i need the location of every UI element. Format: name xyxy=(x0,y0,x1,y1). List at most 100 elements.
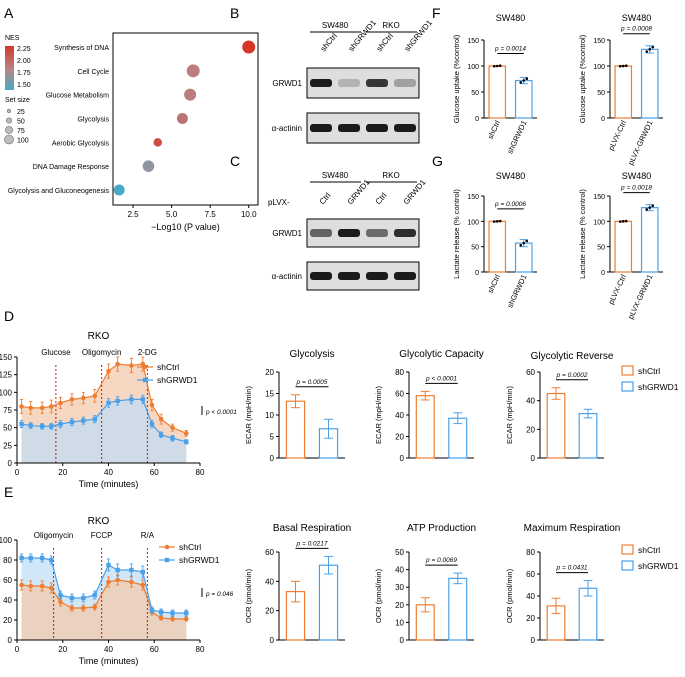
panel_c-band xyxy=(394,229,416,237)
D-reverse-ytick-label: 40 xyxy=(526,397,535,406)
E-time-annotation: p = 0.046 xyxy=(205,591,234,598)
panel_c-band xyxy=(366,272,388,280)
E-time-title: RKO xyxy=(88,516,110,527)
D-time-ytick-label: 50 xyxy=(3,424,12,433)
D-time-ytick-label: 75 xyxy=(3,406,12,415)
E-time-series-line xyxy=(21,557,187,614)
E-time-marker xyxy=(170,616,175,622)
panel_b-band xyxy=(338,124,360,132)
panel-a-category: Synthesis of DNA xyxy=(54,45,109,52)
E-time-legend-marker xyxy=(164,544,170,550)
F2-ytick-label: 50 xyxy=(597,90,605,97)
E-basal-ytick-label: 0 xyxy=(270,636,275,645)
panel-letter-b: B xyxy=(230,5,239,21)
size-legend-dot xyxy=(4,134,14,145)
D-time-injection-label: Oligomycin xyxy=(82,348,122,357)
nes-legend-value: 2.00 xyxy=(17,58,31,65)
D-time-marker xyxy=(49,404,54,409)
d-legend-kd: shGRWD1 xyxy=(638,382,679,392)
E-time-marker xyxy=(183,616,189,622)
panel-letter-a: A xyxy=(4,5,14,21)
D-time-marker xyxy=(69,397,75,402)
G2-bar xyxy=(640,207,659,273)
E-time-marker xyxy=(140,582,146,588)
G1-p-value: p = 0.0006 xyxy=(494,201,526,208)
E-atp-p-value: p = 0.0069 xyxy=(425,557,457,564)
D-glycolysis-ytick-label: 20 xyxy=(265,368,274,377)
nes-colorbar xyxy=(5,46,14,90)
E-time-marker xyxy=(115,567,120,573)
G2-category-label: pLVX-GRWD1 xyxy=(626,273,654,320)
E-time-marker xyxy=(19,555,24,561)
e-legend-swatch-kd xyxy=(621,560,634,571)
E-time-marker xyxy=(39,583,45,589)
panel_c-band xyxy=(338,229,360,237)
panel_c-group-label: SW480 xyxy=(322,171,349,180)
E-max-ytick-label: 80 xyxy=(526,548,535,557)
F2-dot xyxy=(648,48,652,51)
D-time-marker xyxy=(58,400,63,406)
E-time-ytick-label: 40 xyxy=(3,596,12,605)
D-time-marker xyxy=(184,439,189,444)
D-time-marker xyxy=(140,397,146,402)
E-time-marker xyxy=(58,599,63,605)
E-basal-ytick-label: 40 xyxy=(265,577,274,586)
panel_b-band xyxy=(366,79,388,87)
E-time-ytick-label: 60 xyxy=(3,576,12,585)
D-time-area xyxy=(21,399,187,463)
D-time-marker xyxy=(129,397,134,402)
panel-a-category: Glucose Metabolism xyxy=(46,93,110,100)
panel-letter-f: F xyxy=(432,5,441,21)
D-time-marker xyxy=(170,436,175,441)
E-time-marker xyxy=(92,592,97,598)
E-time-xtick-label: 80 xyxy=(196,645,205,654)
panel_b-band xyxy=(394,79,416,87)
E-time-marker xyxy=(19,582,24,588)
d-legend-ctrl: shCtrl xyxy=(638,366,660,376)
D-time-legend-marker xyxy=(142,364,148,370)
F2-ytick-label: 0 xyxy=(601,116,605,123)
D-reverse-title: Glycolytic Reverse xyxy=(531,351,614,362)
D-time-annotation: p < 0.0001 xyxy=(205,409,237,416)
F1-ylabel: Glucose uptake (%control) xyxy=(452,34,461,123)
E-time-marker xyxy=(92,604,98,610)
D-time-marker xyxy=(69,419,75,425)
panel-a-dot xyxy=(242,40,256,54)
F2-dot xyxy=(624,64,628,67)
D-capacity-ylabel: ECAR (mpH/min) xyxy=(374,386,383,444)
E-time-xtick-label: 40 xyxy=(104,645,113,654)
panel-letter-e: E xyxy=(4,484,13,500)
size-legend-value: 75 xyxy=(17,128,25,135)
panel_c-row-label: GRWD1 xyxy=(272,229,302,238)
F2-category-label: pLVX-Ctrl xyxy=(606,119,628,152)
D-reverse-bar xyxy=(546,392,566,459)
F2-title: SW480 xyxy=(622,13,652,23)
D-glycolysis-ytick-label: 15 xyxy=(265,390,274,399)
panel-a-category: DNA Damage Response xyxy=(33,164,109,171)
G2-dot xyxy=(651,204,655,208)
F1-title: SW480 xyxy=(496,13,526,23)
F2-dot xyxy=(645,50,649,53)
G2-dot xyxy=(648,206,652,209)
E-basal-ylabel: OCR (pmol/min) xyxy=(244,568,253,623)
F1-ytick-label: 0 xyxy=(475,116,479,123)
E-time-ytick-label: 20 xyxy=(3,616,12,625)
D-capacity-title: Glycolytic Capacity xyxy=(399,349,483,360)
E-atp-ytick-label: 0 xyxy=(400,636,405,645)
E-time-xlabel: Time (minutes) xyxy=(79,656,139,666)
D-time-ytick-label: 25 xyxy=(3,441,12,450)
panel-a-xtick-label: 7.5 xyxy=(205,210,217,219)
D-glycolysis-ylabel: ECAR (mpH/min) xyxy=(244,386,253,444)
D-time-legend-ctrl: shCtrl xyxy=(157,362,179,372)
D-time-marker xyxy=(92,416,97,422)
E-basal-title: Basal Respiration xyxy=(273,523,351,534)
E-time-ytick-label: 80 xyxy=(3,556,12,565)
D-time-legend-kd: shGRWD1 xyxy=(157,375,198,385)
panel_b-row-label: GRWD1 xyxy=(272,79,302,88)
D-time-injection-label: 2-DG xyxy=(138,348,157,357)
D-time-injection-label: Glucose xyxy=(41,348,71,357)
panel_c-prefix-label: pLVX- xyxy=(268,198,290,207)
G2-ytick-label: 150 xyxy=(593,194,605,201)
